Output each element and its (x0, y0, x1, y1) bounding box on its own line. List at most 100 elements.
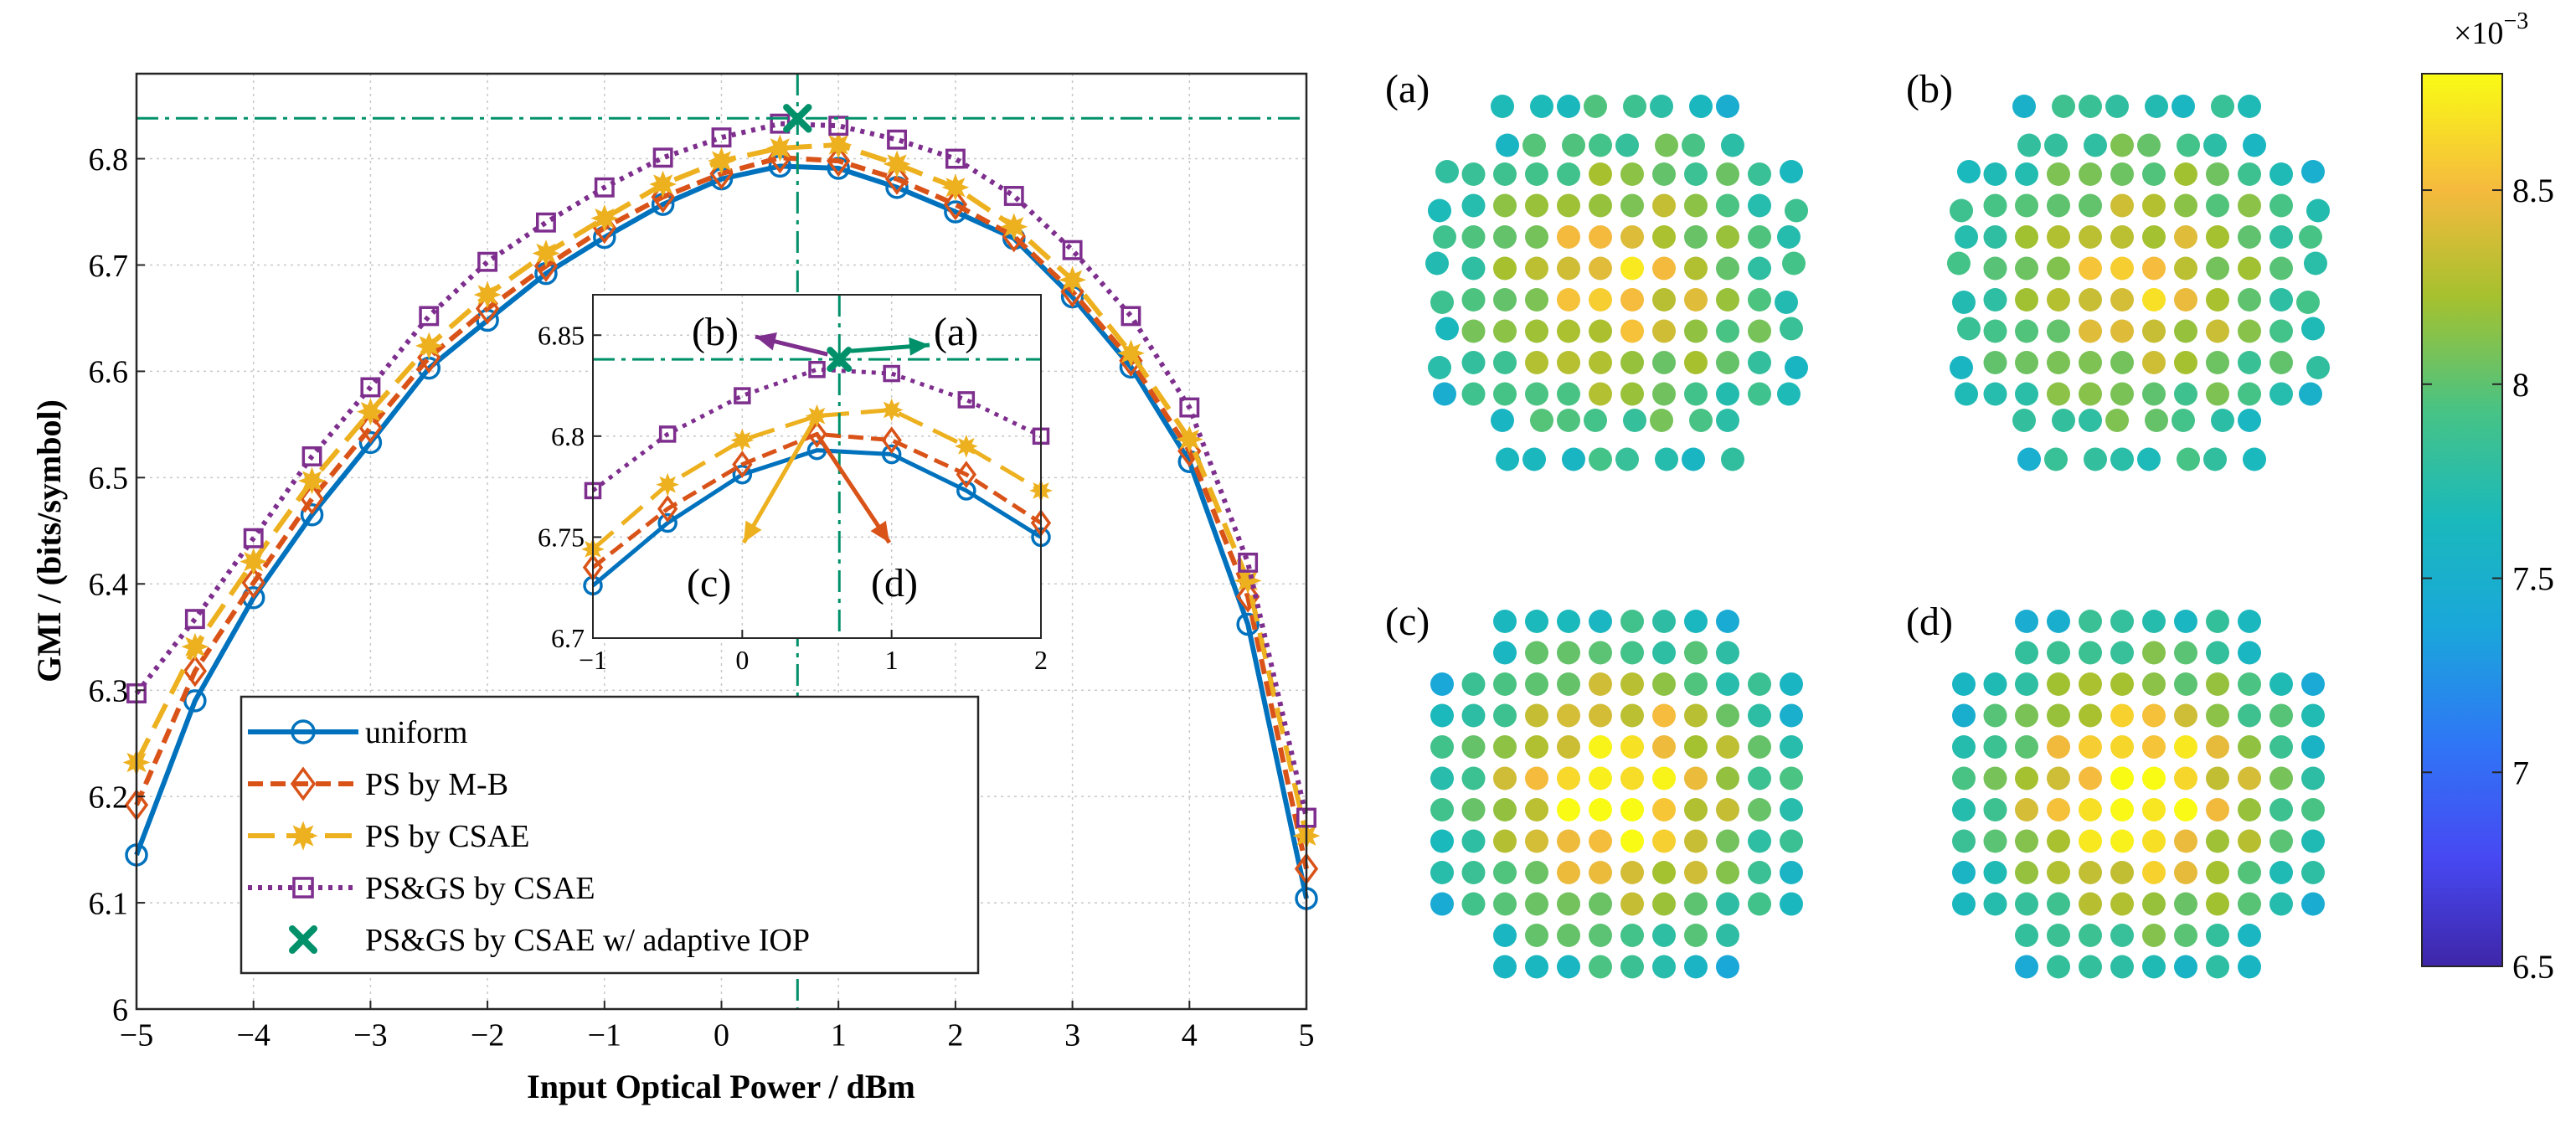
main-ticks: −5 −4 −3 −2 −1 0 1 2 3 4 5 6 6.1 6.2 6.3 6.4 6.5 6.6 6.7 6.… (89, 142, 1315, 1053)
main-series-marker (241, 566, 265, 600)
constellation-point (2110, 447, 2134, 471)
constellation-point (2238, 193, 2261, 218)
main-xtick-label: 2 (947, 1018, 963, 1053)
constellation-point (1684, 610, 1708, 633)
constellation-point (1652, 672, 1676, 696)
constellation-point (2269, 672, 2293, 696)
constellation-point (1425, 251, 1449, 276)
constellation-point (2145, 95, 2168, 118)
main-series-marker (652, 147, 673, 168)
constellation-point (2015, 288, 2038, 312)
constellation-panel-d (1952, 610, 2325, 979)
constellation-point (2110, 319, 2134, 343)
constellation-point (1952, 892, 1976, 916)
constellation-point (2299, 225, 2322, 249)
constellation-point (2142, 924, 2166, 947)
constellation-point (1952, 672, 1976, 696)
main-xtick-label: 3 (1064, 1018, 1080, 1053)
main-xtick-label: −2 (471, 1018, 504, 1053)
colorbar-exponent: ×10−3 (2454, 8, 2528, 51)
main-series-marker (766, 134, 794, 162)
constellation-point (1557, 162, 1580, 186)
constellation-point (1983, 892, 2007, 916)
constellation-point (1620, 672, 1644, 696)
main-series-marker (243, 528, 264, 548)
constellation-point (1557, 829, 1580, 853)
constellation-point (2047, 288, 2070, 312)
main-series-marker (183, 689, 207, 713)
constellation-point (1493, 225, 1517, 249)
constellation-point (1530, 409, 1553, 432)
main-series-marker (300, 503, 324, 527)
constellation-point (1955, 225, 1978, 249)
constellation-point (2110, 288, 2134, 312)
constellation-point (2110, 924, 2134, 947)
constellation-point (2174, 798, 2197, 821)
constellation-point (1430, 703, 1454, 728)
main-series-marker (532, 239, 560, 267)
constellation-point (1780, 829, 1803, 853)
constellation-point (1461, 829, 1486, 853)
constellation-point (1525, 766, 1548, 791)
constellation-point (1589, 225, 1612, 249)
constellation-point (2174, 351, 2197, 374)
constellation-point (2238, 766, 2261, 791)
constellation-point (1433, 225, 1456, 249)
inset-series-marker (808, 360, 826, 379)
main-series-marker (358, 430, 383, 455)
constellation-point (1461, 672, 1486, 696)
main-xtick-label: −4 (236, 1018, 270, 1053)
constellation-point (2269, 735, 2293, 759)
constellation-point (1716, 924, 1739, 947)
constellation-point (1748, 861, 1771, 884)
constellation-point (2079, 798, 2102, 821)
constellation-point (1748, 319, 1771, 343)
constellation-point (1684, 672, 1708, 696)
constellation-point (2047, 610, 2070, 633)
main-series-marker (594, 177, 615, 198)
colorbar-tick-label: 8 (2512, 366, 2529, 404)
constellation-point (1557, 641, 1580, 665)
main-series (122, 113, 1321, 910)
constellation-point (1589, 798, 1612, 821)
constellation-point (2142, 672, 2166, 696)
constellation-point (2174, 766, 2197, 791)
main-xtick-label: −5 (120, 1018, 153, 1053)
constellation-point (2142, 162, 2166, 186)
constellation-point (1947, 251, 1971, 276)
constellation-point (1652, 225, 1676, 249)
constellation-point (1957, 317, 1981, 341)
constellation-point (2110, 162, 2134, 186)
legend-marker (290, 766, 317, 801)
constellation-point (2142, 798, 2166, 821)
constellation-point (2015, 829, 2038, 853)
constellation-point (2142, 256, 2166, 281)
constellation-point (2079, 95, 2102, 118)
constellation-point (1620, 319, 1644, 343)
constellation-point (1589, 861, 1612, 884)
constellation-point (2238, 829, 2261, 853)
constellation-point (2304, 251, 2327, 276)
constellation-point (1655, 133, 1678, 157)
constellation-point (1780, 798, 1803, 821)
inset-series-line (591, 367, 1043, 492)
constellation-point (1650, 95, 1673, 118)
constellation-point (1716, 641, 1739, 665)
inset-optimum-marker (827, 347, 853, 373)
constellation-point (1493, 703, 1517, 728)
inset-ticks: −1 0 1 2 6.7 6.75 6.8 6.85 (538, 320, 1048, 674)
constellation-point (1780, 861, 1803, 884)
constellation-point (2269, 766, 2293, 791)
constellation-point (1461, 735, 1486, 759)
constellation-point (1684, 861, 1708, 884)
constellation-point (1620, 798, 1644, 821)
legend-marker (292, 877, 314, 899)
constellation-point (1525, 610, 1548, 633)
constellation-point (2296, 291, 2320, 314)
constellation-point (1493, 735, 1517, 759)
constellation-point (1461, 256, 1486, 281)
constellation-point (1461, 288, 1486, 312)
inset-series-marker (658, 425, 677, 443)
constellation-point (2110, 672, 2134, 696)
constellation-point (1589, 447, 1612, 471)
